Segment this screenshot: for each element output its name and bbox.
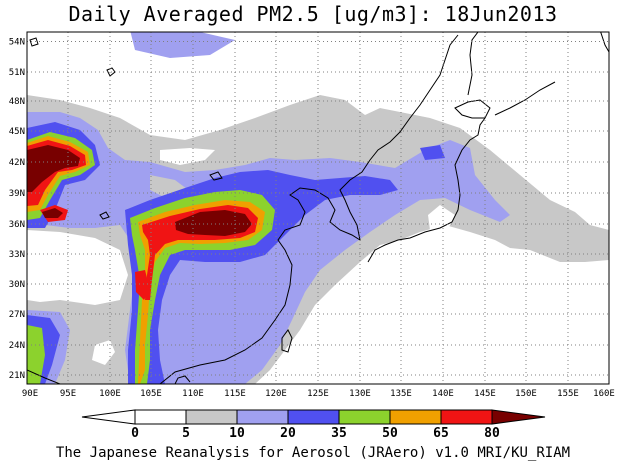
lon-label-120e: 120E (265, 389, 287, 399)
colorbar-cell-1 (185, 409, 238, 425)
lat-label-45n: 45N (9, 127, 25, 137)
map-frame (26, 31, 610, 385)
colorbar (81, 409, 546, 425)
lat-labels: 54N 51N 48N 45N 42N 39N 36N 33N 30N 27N … (9, 38, 25, 382)
colorbar-label-80: 80 (484, 426, 500, 441)
lat-label-51n: 51N (9, 68, 25, 78)
lon-label-115e: 115E (224, 389, 246, 399)
pm25-field (27, 32, 609, 384)
lon-label-105e: 105E (140, 389, 162, 399)
lat-label-30n: 30N (9, 280, 25, 290)
lon-label-100e: 100E (99, 389, 121, 399)
contour-dark-red (27, 145, 80, 192)
lon-label-140e: 140E (432, 389, 454, 399)
lon-label-95e: 95E (60, 389, 76, 399)
colorbar-cell-4 (338, 409, 391, 425)
lat-label-36n: 36N (9, 220, 25, 230)
colorbar-cell-6 (440, 409, 493, 425)
lat-label-27n: 27N (9, 310, 25, 320)
lat-label-42n: 42N (9, 158, 25, 168)
colorbar-cell-0 (134, 409, 187, 425)
colorbar-cell-5 (389, 409, 442, 425)
colorbar-label-5: 5 (182, 426, 190, 441)
colorbar-label-50: 50 (382, 426, 398, 441)
lat-label-24n: 24N (9, 341, 25, 351)
footer-credit: The Japanese Reanalysis for Aerosol (JRA… (55, 445, 571, 461)
lat-label-48n: 48N (9, 97, 25, 107)
lat-label-21n: 21N (9, 371, 25, 381)
colorbar-label-65: 65 (433, 426, 449, 441)
lon-label-150e: 150E (515, 389, 537, 399)
lon-label-90e: 90E (22, 389, 38, 399)
colorbar-left-arrow (81, 409, 136, 425)
lon-label-145e: 145E (474, 389, 496, 399)
lat-label-54n: 54N (9, 38, 25, 48)
colorbar-labels: 0 5 10 20 35 50 65 80 (131, 426, 500, 441)
colorbar-label-10: 10 (229, 426, 245, 441)
colorbar-label-0: 0 (131, 426, 139, 441)
coastlines (27, 32, 609, 384)
grid-lines (27, 32, 609, 384)
colorbar-label-20: 20 (280, 426, 296, 441)
lat-label-39n: 39N (9, 189, 25, 199)
colorbar-cell-2 (236, 409, 289, 425)
lon-label-155e: 155E (557, 389, 579, 399)
lon-label-125e: 125E (307, 389, 329, 399)
colorbar-cell-3 (287, 409, 340, 425)
lat-label-33n: 33N (9, 250, 25, 260)
colorbar-right-arrow (491, 409, 546, 425)
lon-label-135e: 135E (390, 389, 412, 399)
lon-label-160e: 160E (593, 389, 615, 399)
lon-labels: 90E 95E 100E 105E 110E 115E 120E 125E 13… (22, 389, 615, 399)
lon-label-130e: 130E (349, 389, 371, 399)
map-title: Daily Averaged PM2.5 [ug/m3]: 18Jun2013 (68, 2, 558, 26)
colorbar-label-35: 35 (331, 426, 347, 441)
lon-label-110e: 110E (182, 389, 204, 399)
